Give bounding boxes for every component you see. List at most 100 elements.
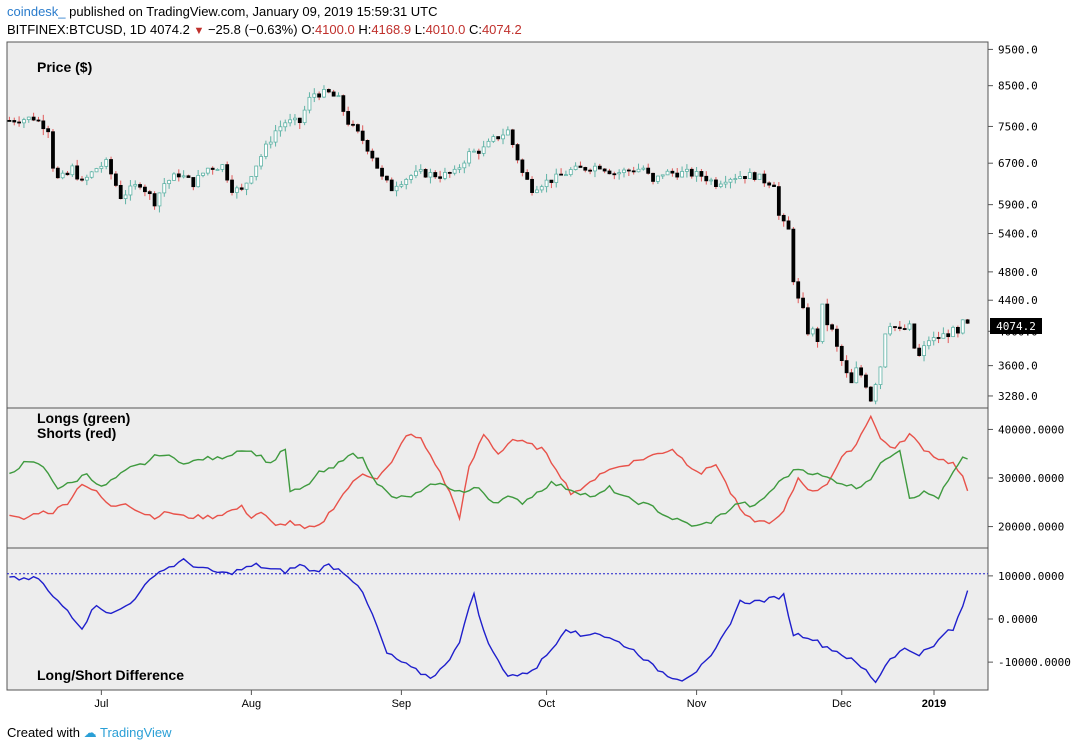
candle-body [404, 178, 409, 185]
candle-body [36, 119, 41, 122]
candle-body [205, 167, 210, 174]
candle-body [854, 367, 859, 384]
candle-body [75, 165, 80, 180]
open-label: O: [301, 22, 315, 37]
candle-body [554, 173, 559, 183]
candle-body [467, 151, 472, 164]
candle-body [322, 89, 326, 98]
x-tick-label: Oct [538, 698, 555, 710]
candle-body [951, 326, 955, 338]
panel-background [6, 41, 989, 691]
candle-body [728, 178, 733, 183]
candle-body [646, 167, 651, 174]
close-value: 4074.2 [481, 22, 522, 37]
candle-body [931, 337, 936, 342]
candle-body [273, 130, 278, 143]
tradingview-brand[interactable]: TradingView [100, 725, 172, 740]
candle-body [472, 150, 476, 153]
candle-body [922, 345, 926, 356]
candle-body [801, 297, 805, 309]
candle-body [515, 144, 520, 161]
low-label: L: [414, 22, 426, 37]
candle-body [602, 168, 607, 172]
candle-body [520, 159, 525, 173]
price-tick-label: 7500.0 [998, 120, 1038, 133]
last-price-tag [990, 318, 1042, 334]
price-tick-label: 8500.0 [998, 80, 1038, 93]
longs-line [9, 448, 968, 527]
candle-body [414, 170, 418, 177]
candle-body [46, 128, 51, 133]
candle-body [525, 172, 530, 180]
x-tick-label: Aug [242, 698, 262, 710]
candle-body [331, 91, 336, 97]
candle-body [234, 187, 239, 193]
candle-body [510, 129, 515, 146]
candle-body [501, 134, 505, 140]
candle-body [747, 172, 752, 179]
candle-body [147, 191, 152, 195]
candle-body [617, 172, 622, 175]
candle-body [196, 175, 201, 188]
candle-body [172, 173, 176, 181]
candle-body [70, 165, 75, 176]
candle-body [423, 169, 428, 178]
candle-body [612, 173, 617, 176]
candle-body [176, 173, 181, 178]
candle-body [752, 172, 757, 180]
candle-body [181, 175, 186, 178]
candle-body [825, 303, 830, 326]
candle-body [757, 173, 762, 180]
candle-body [893, 326, 897, 328]
candle-body [718, 183, 723, 188]
candle-body [714, 179, 718, 188]
candle-body [365, 140, 370, 152]
candle-body [259, 156, 263, 167]
candle-body [283, 122, 288, 128]
candle-body [167, 180, 172, 185]
candle-body [317, 93, 322, 98]
candle-body [326, 89, 331, 93]
candle-body [133, 184, 138, 187]
candle-body [849, 372, 854, 384]
candle-body [907, 323, 912, 330]
candle-body [201, 172, 205, 176]
price-tick-label: 5900.0 [998, 199, 1038, 212]
candle-body [409, 175, 413, 180]
candle-body [418, 169, 423, 172]
candle-body [297, 117, 302, 124]
candle-body [786, 220, 791, 230]
candle-body [336, 95, 341, 98]
candle-body [926, 340, 931, 347]
candle-body [457, 167, 462, 170]
price-tick-label: 5400.0 [998, 227, 1038, 240]
candle-body [597, 165, 602, 170]
candle-body [210, 167, 215, 170]
candle-body [776, 186, 781, 216]
candle-body [438, 176, 443, 179]
symbol-label[interactable]: BITFINEX:BTCUSD, 1D [7, 22, 147, 37]
candle-body [699, 171, 704, 177]
candle-body [593, 165, 597, 172]
candle-body [94, 168, 99, 173]
x-tick-label: Nov [687, 698, 707, 710]
candle-body [60, 172, 65, 179]
candle-body [636, 168, 641, 173]
candle-body [917, 347, 922, 356]
candle-body [263, 143, 268, 157]
price-tick-label: 4400.0 [998, 294, 1038, 307]
candle-body [568, 169, 573, 176]
tradingview-logo-icon[interactable]: ☁ [83, 725, 97, 740]
candle-body [680, 171, 684, 178]
candle-body [399, 184, 404, 187]
candle-body [22, 119, 26, 124]
candle-body [844, 360, 849, 374]
diff-tick-label: 0.0000 [998, 613, 1038, 626]
publisher-name[interactable]: coindesk_ [7, 4, 66, 19]
candle-body [268, 141, 273, 145]
candle-body [215, 169, 220, 171]
candle-body [859, 367, 864, 376]
candle-body [810, 328, 815, 335]
candle-body [346, 111, 351, 125]
